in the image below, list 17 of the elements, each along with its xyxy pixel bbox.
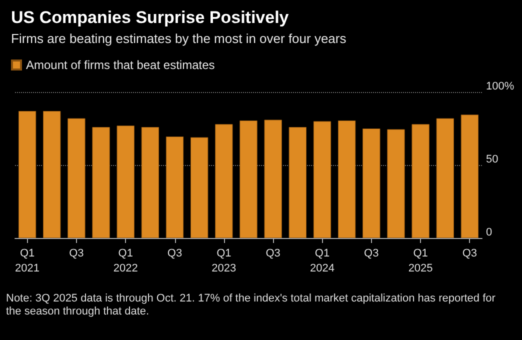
- x-tick-label: Q1 2021: [15, 248, 40, 274]
- y-tick-label: 100%: [486, 80, 514, 92]
- x-tick-label: Q3: [167, 248, 182, 260]
- x-tick-label: Q1 2022: [113, 248, 138, 274]
- y-tick-label: 50: [486, 154, 498, 166]
- y-tick-label: 0: [486, 226, 492, 238]
- legend-label: Amount of firms that beat estimates: [26, 58, 215, 72]
- x-tick-label: Q3: [69, 248, 84, 260]
- chart-subtitle: Firms are beating estimates by the most in over four years: [11, 31, 347, 46]
- x-tick-label: Q1 2025: [408, 248, 433, 274]
- x-tick-label: Q3: [462, 248, 478, 260]
- x-tick-label: Q3: [364, 248, 379, 260]
- x-tick-label: Q1 2024: [310, 248, 334, 274]
- text: Note: 3Q 2025 data is through Oct. 21. 17% of the index's total market capitalization has reported for the season through that date.: [6, 292, 498, 318]
- x-tick-label: Q3: [266, 248, 280, 260]
- chart-title: US Companies Surprise Positively: [11, 8, 290, 27]
- x-tick-label: Q1 2023: [212, 248, 236, 274]
